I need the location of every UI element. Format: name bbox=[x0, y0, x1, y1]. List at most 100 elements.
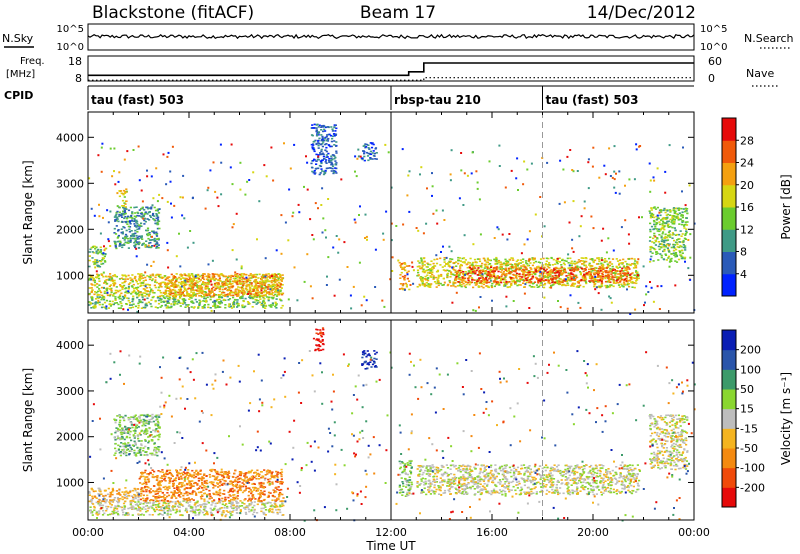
echo-cell bbox=[156, 307, 159, 309]
echo-cell bbox=[131, 212, 134, 215]
echo-cell bbox=[158, 282, 161, 285]
echo-cell bbox=[209, 169, 212, 172]
echo-cell bbox=[204, 293, 208, 295]
echo-cell bbox=[464, 286, 467, 289]
echo-cell bbox=[551, 264, 554, 266]
echo-cell bbox=[601, 263, 605, 266]
echo-cell bbox=[216, 298, 219, 301]
echo-cell bbox=[626, 282, 629, 284]
echo-cell bbox=[446, 274, 449, 277]
echo-cell bbox=[246, 280, 249, 282]
echo-cell bbox=[230, 275, 233, 277]
echo-cell bbox=[249, 297, 252, 300]
echo-cell bbox=[192, 278, 195, 281]
echo-cell bbox=[500, 263, 503, 265]
echo-cell bbox=[492, 270, 495, 272]
echo-cell bbox=[228, 286, 231, 288]
echo-cell bbox=[447, 262, 450, 264]
echo-cell bbox=[578, 235, 581, 238]
echo-cell bbox=[234, 277, 237, 280]
echo-cell bbox=[352, 285, 355, 288]
echo-cell bbox=[90, 246, 93, 249]
echo-cell bbox=[201, 511, 204, 514]
echo-cell bbox=[107, 238, 110, 241]
echo-cell bbox=[142, 280, 145, 282]
echo-cell bbox=[229, 305, 232, 308]
echo-cell bbox=[330, 170, 333, 172]
echo-cell bbox=[450, 273, 453, 276]
echo-cell bbox=[330, 161, 333, 164]
echo-cell bbox=[675, 233, 679, 236]
echo-cell bbox=[147, 207, 150, 210]
echo-cell bbox=[140, 235, 143, 237]
echo-cell bbox=[524, 283, 527, 286]
echo-cell bbox=[317, 144, 320, 147]
echo-cell bbox=[500, 265, 503, 268]
echo-cell bbox=[263, 504, 266, 507]
echo-cell bbox=[593, 269, 597, 272]
echo-cell bbox=[479, 296, 482, 298]
echo-cell bbox=[320, 150, 323, 152]
echo-cell bbox=[436, 269, 440, 272]
echo-cell bbox=[321, 152, 324, 155]
echo-cell bbox=[510, 282, 513, 285]
echo-cell bbox=[503, 283, 507, 285]
echo-cell bbox=[477, 265, 480, 267]
echo-cell bbox=[627, 266, 630, 269]
echo-cell bbox=[603, 267, 606, 269]
echo-cell bbox=[427, 263, 430, 266]
echo-cell bbox=[607, 277, 610, 280]
echo-cell bbox=[137, 212, 140, 215]
echo-cell bbox=[279, 500, 282, 503]
echo-cell bbox=[197, 288, 200, 290]
echo-cell bbox=[275, 298, 278, 300]
echo-cell bbox=[121, 232, 124, 235]
echo-cell bbox=[651, 247, 654, 249]
echo-cell bbox=[435, 270, 439, 273]
echo-cell bbox=[554, 263, 557, 265]
echo-cell bbox=[316, 133, 319, 135]
echo-cell bbox=[497, 281, 500, 283]
echo-cell bbox=[101, 274, 104, 276]
echo-cell bbox=[121, 192, 124, 195]
echo-cell bbox=[176, 285, 179, 288]
echo-cell bbox=[267, 288, 270, 290]
echo-cell bbox=[202, 293, 205, 296]
echo-cell bbox=[142, 288, 145, 290]
echo-cell bbox=[232, 294, 235, 297]
echo-cell bbox=[208, 294, 211, 296]
echo-cell bbox=[539, 261, 542, 264]
echo-cell bbox=[508, 233, 511, 235]
echo-cell bbox=[214, 278, 218, 280]
echo-cell bbox=[612, 268, 615, 270]
echo-cell bbox=[582, 260, 585, 262]
echo-cell bbox=[218, 298, 221, 301]
echo-cell bbox=[450, 285, 453, 287]
echo-cell bbox=[575, 262, 578, 265]
echo-cell bbox=[364, 143, 367, 145]
echo-cell bbox=[674, 255, 677, 258]
echo-cell bbox=[325, 143, 328, 145]
echo-cell bbox=[124, 212, 127, 215]
echo-cell bbox=[461, 257, 464, 260]
echo-cell bbox=[172, 275, 175, 277]
echo-cell bbox=[311, 170, 314, 173]
echo-cell bbox=[248, 302, 251, 305]
echo-cell bbox=[522, 183, 525, 186]
echo-cell bbox=[525, 268, 528, 271]
echo-cell bbox=[214, 273, 217, 275]
echo-cell bbox=[402, 223, 405, 226]
echo-cell bbox=[121, 282, 124, 284]
echo-cell bbox=[590, 268, 593, 270]
echo-cell bbox=[173, 286, 176, 289]
echo-cell bbox=[630, 257, 634, 260]
echo-cell bbox=[181, 284, 184, 287]
echo-cell bbox=[110, 291, 113, 294]
echo-cell bbox=[448, 270, 451, 272]
echo-cell bbox=[668, 230, 671, 232]
echo-cell bbox=[593, 273, 596, 276]
echo-cell bbox=[420, 259, 423, 261]
echo-cell bbox=[680, 215, 683, 217]
echo-cell bbox=[626, 288, 628, 291]
